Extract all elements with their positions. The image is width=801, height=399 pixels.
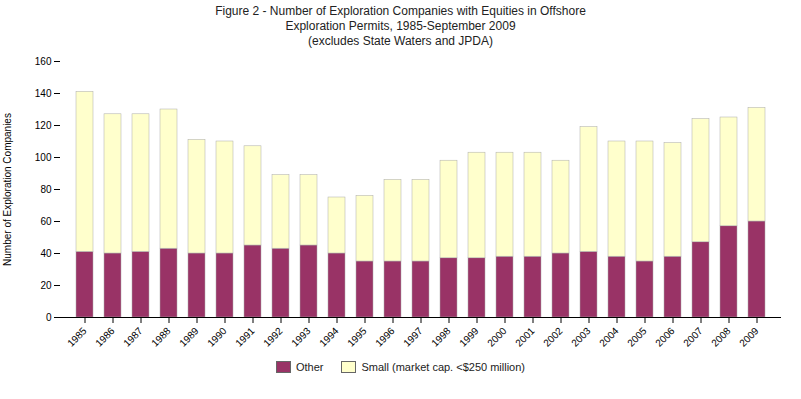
svg-text:1993: 1993: [289, 325, 313, 349]
svg-text:140: 140: [35, 88, 52, 99]
svg-text:1989: 1989: [177, 325, 201, 349]
svg-text:1999: 1999: [457, 325, 481, 349]
svg-text:1986: 1986: [93, 325, 117, 349]
html-text:Figure 2 - Number of Explorati: Figure 2 - Number of Exploration Compani…: [215, 4, 586, 18]
svg-text:2006: 2006: [653, 325, 677, 349]
svg-text:1987: 1987: [121, 325, 145, 349]
svg-text:0: 0: [46, 312, 52, 323]
svg-text:1988: 1988: [149, 325, 173, 349]
svg-text:2001: 2001: [513, 325, 537, 349]
html-text:Other: Other: [296, 361, 324, 373]
svg-text:120: 120: [35, 120, 52, 131]
svg-text:1997: 1997: [401, 325, 425, 349]
svg-text:2004: 2004: [597, 325, 621, 349]
svg-text:1992: 1992: [261, 325, 285, 349]
svg-text:1990: 1990: [205, 325, 229, 349]
svg-text:160: 160: [35, 56, 52, 67]
svg-text:2005: 2005: [625, 325, 649, 349]
svg-text:1991: 1991: [233, 325, 257, 349]
svg-text:1996: 1996: [373, 325, 397, 349]
svg-text:Number of Exploration Companie: Number of Exploration Companies: [2, 113, 13, 266]
svg-text:2000: 2000: [485, 325, 509, 349]
svg-text:40: 40: [40, 248, 52, 259]
html-text:Exploration Permits, 1985-Sept: Exploration Permits, 1985-September 2009: [285, 19, 516, 33]
svg-text:60: 60: [40, 216, 52, 227]
svg-text:2007: 2007: [681, 325, 705, 349]
svg-text:1994: 1994: [317, 325, 341, 349]
svg-text:1995: 1995: [345, 325, 369, 349]
svg-text:20: 20: [40, 280, 52, 291]
svg-text:80: 80: [40, 184, 52, 195]
svg-text:2009: 2009: [737, 325, 761, 349]
svg-text:1985: 1985: [65, 325, 89, 349]
svg-text:2003: 2003: [569, 325, 593, 349]
html-text:Small (market cap. <$250 milli: Small (market cap. <$250 million): [361, 361, 525, 373]
svg-text:1998: 1998: [429, 325, 453, 349]
svg-text:100: 100: [35, 152, 52, 163]
html-text:(excludes State Waters and JPD: (excludes State Waters and JPDA): [308, 34, 493, 48]
svg-text:2002: 2002: [541, 325, 565, 349]
svg-text:2008: 2008: [709, 325, 733, 349]
